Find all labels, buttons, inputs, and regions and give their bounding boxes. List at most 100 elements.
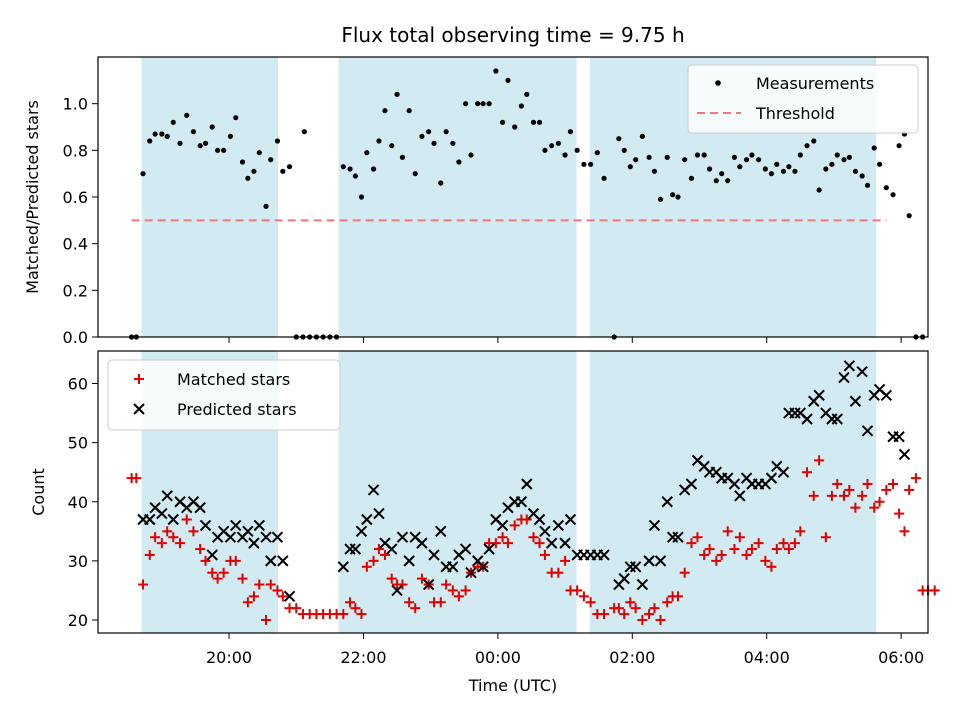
measurement-point — [340, 164, 346, 170]
matched-star-point — [838, 490, 849, 501]
predicted-star-point-b — [391, 584, 403, 597]
matched-star-point — [502, 538, 513, 549]
predicted-star-point-b — [396, 531, 409, 543]
matched-star-point — [704, 544, 715, 555]
matched-star-point — [435, 597, 446, 608]
matched-star-point — [521, 514, 532, 525]
measurement-point — [364, 150, 370, 156]
matched-star-point — [560, 555, 571, 566]
matched-star-point — [162, 526, 173, 537]
measurement-point — [286, 164, 293, 170]
matched-star-point — [509, 520, 520, 531]
matched-star-point — [649, 603, 660, 614]
predicted-star-point — [545, 537, 558, 549]
predicted-star-point-b — [490, 513, 502, 526]
measurement-point — [394, 91, 400, 97]
predicted-star-point — [496, 519, 509, 532]
predicted-star-point-b — [194, 501, 206, 514]
predicted-star-point — [685, 478, 698, 490]
matched-star-point — [613, 603, 624, 614]
predicted-star-point-b — [643, 555, 655, 567]
predicted-star-point — [831, 413, 843, 425]
measurement-point — [480, 101, 486, 107]
matched-star-point — [910, 473, 921, 484]
measurement-point — [499, 119, 506, 125]
matched-star-point — [168, 532, 179, 543]
measurement-point — [601, 175, 607, 181]
predicted-star-point-b — [813, 389, 825, 402]
measurement-point — [555, 140, 561, 146]
predicted-star-point-b — [533, 513, 546, 526]
matched-star-point — [662, 597, 673, 608]
predicted-star-point-b — [545, 537, 558, 549]
y-tick-label: 0.2 — [63, 281, 88, 300]
measurement-point — [215, 147, 221, 153]
predicted-star-point-b — [598, 549, 610, 561]
measurement-point — [657, 196, 664, 202]
predicted-star-point — [654, 555, 667, 567]
matched-star-point — [338, 609, 349, 620]
measurement-point — [627, 164, 633, 170]
measurement-point — [846, 154, 852, 160]
predicted-star-point — [459, 543, 472, 555]
predicted-star-point — [728, 478, 741, 490]
predicted-star-point — [199, 519, 212, 532]
measurement-point — [412, 171, 418, 177]
predicted-star-point-b — [459, 543, 472, 555]
measurement-point — [792, 168, 798, 174]
measurement-point — [841, 157, 847, 163]
predicted-star-point-b — [559, 537, 571, 549]
observing-interval — [589, 351, 877, 633]
predicted-star-point — [206, 549, 218, 561]
measurement-point — [438, 180, 444, 186]
matched-star-point — [686, 538, 697, 549]
measurement-point — [743, 157, 750, 163]
ratio-panel: 0.0 0.2 0.4 0.6 0.8 1.0 Matched/Predicted sta… — [23, 56, 929, 347]
matched-star-point — [881, 484, 892, 495]
measurement-point — [896, 143, 902, 149]
predicted-star-point-b — [161, 490, 173, 502]
predicted-star-point-b — [527, 507, 540, 520]
matched-star-point — [265, 579, 276, 590]
matched-star-point — [534, 538, 545, 549]
predicted-star-point-b — [722, 472, 734, 484]
measurement-point — [152, 131, 158, 137]
predicted-star-point-b — [187, 496, 200, 508]
predicted-star-point — [391, 584, 403, 597]
predicted-star-point — [856, 365, 868, 378]
predicted-star-point — [521, 478, 533, 490]
matched-star-point — [862, 479, 873, 490]
matched-star-point — [888, 479, 899, 490]
measurement-point — [370, 166, 377, 172]
matched-star-point — [874, 496, 885, 507]
predicted-star-point-b — [648, 519, 661, 532]
predicted-star-point-b — [447, 561, 459, 573]
legend-measurements-marker — [715, 80, 721, 86]
predicted-star-point — [167, 513, 179, 526]
predicted-star-point — [144, 513, 156, 526]
y-tick-label: 60 — [68, 375, 88, 394]
predicted-star-point — [161, 490, 173, 502]
measurement-point — [518, 103, 525, 109]
measurement-point — [574, 147, 580, 153]
matched-star-point — [553, 567, 564, 578]
measurement-point — [426, 129, 432, 135]
predicted-star-point — [618, 572, 630, 585]
matched-star-point — [672, 591, 683, 602]
matched-star-point — [904, 484, 915, 495]
legend-matched-marker — [134, 374, 144, 384]
matched-star-point — [188, 526, 199, 537]
measurement-point — [159, 131, 165, 137]
predicted-star-point — [636, 578, 649, 591]
ratio-y-ticks: 0.0 0.2 0.4 0.6 0.8 1.0 — [63, 95, 98, 347]
predicted-star-point-b — [206, 549, 218, 561]
matched-star-point — [490, 538, 501, 549]
predicted-star-point — [349, 543, 362, 555]
y-tick-label: 40 — [68, 493, 88, 512]
predicted-star-point — [194, 501, 206, 514]
measurement-point — [816, 187, 822, 193]
predicted-star-point — [483, 543, 495, 555]
matched-star-point — [578, 591, 589, 602]
measurement-point — [859, 173, 865, 179]
matched-star-point — [778, 538, 789, 549]
